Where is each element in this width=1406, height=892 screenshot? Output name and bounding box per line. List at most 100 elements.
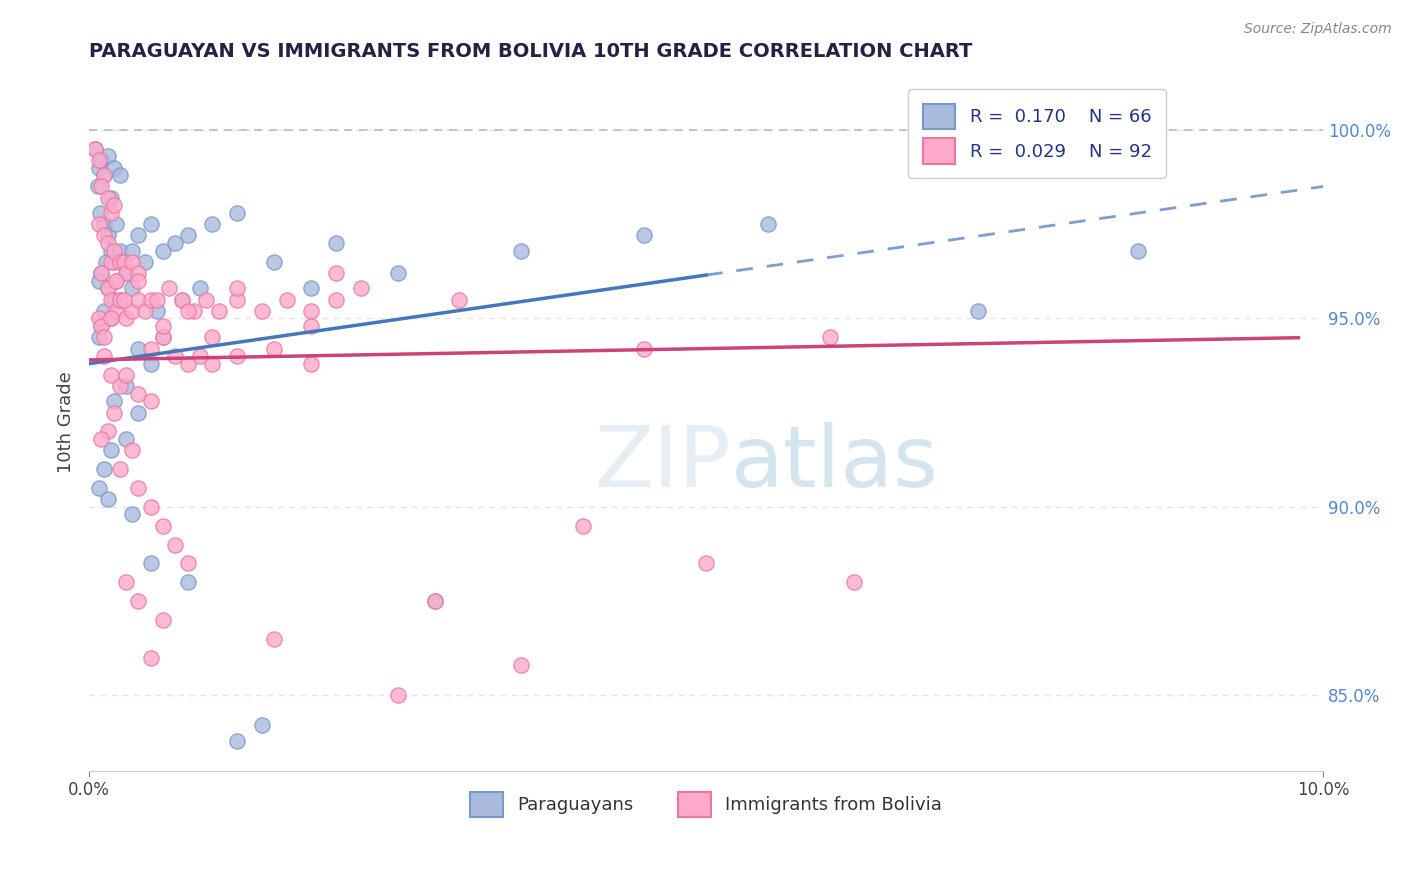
Point (127, 228, 149, 243)
Point (423, 594, 446, 608)
Point (97, 228, 120, 243)
Point (299, 357, 322, 371)
Point (966, 304, 988, 318)
Point (195, 293, 218, 307)
Point (127, 266, 149, 280)
Point (177, 575, 200, 590)
Point (226, 349, 249, 363)
Text: ZIP: ZIP (595, 423, 731, 506)
Point (325, 293, 347, 307)
Point (127, 481, 149, 495)
Point (103, 244, 125, 258)
Point (226, 293, 249, 307)
Point (100, 191, 122, 205)
Point (510, 244, 533, 258)
Point (100, 293, 122, 307)
Point (263, 632, 285, 646)
Point (139, 557, 162, 571)
Point (127, 342, 149, 356)
Point (84, 142, 107, 156)
Point (134, 304, 156, 318)
Point (387, 266, 409, 280)
Point (105, 304, 128, 318)
Point (152, 318, 174, 333)
Point (177, 357, 200, 371)
Point (423, 594, 446, 608)
Point (103, 293, 125, 307)
Point (93, 168, 115, 182)
Point (103, 394, 125, 409)
Point (146, 293, 169, 307)
Point (108, 379, 131, 393)
Point (170, 293, 193, 307)
Point (139, 293, 162, 307)
Point (146, 304, 169, 318)
Point (139, 217, 162, 231)
Point (115, 379, 138, 393)
Point (165, 537, 187, 551)
Point (134, 255, 156, 269)
Point (121, 304, 143, 318)
Point (157, 281, 180, 295)
Point (97, 191, 120, 205)
Point (127, 274, 149, 288)
Point (112, 293, 135, 307)
Point (183, 304, 205, 318)
Point (201, 330, 224, 344)
Point (325, 235, 347, 250)
Point (84, 142, 107, 156)
Point (108, 168, 131, 182)
Point (100, 206, 122, 220)
Point (152, 518, 174, 533)
Point (87, 311, 110, 326)
Point (93, 168, 115, 182)
Point (263, 342, 285, 356)
Point (86, 179, 108, 194)
Point (226, 733, 249, 747)
Point (127, 594, 149, 608)
Point (139, 342, 162, 356)
Point (97, 492, 120, 507)
Point (87, 330, 110, 344)
Point (188, 349, 211, 363)
Point (818, 330, 841, 344)
Point (1126, 244, 1149, 258)
Point (152, 613, 174, 627)
Point (165, 235, 187, 250)
Text: PARAGUAYAN VS IMMIGRANTS FROM BOLIVIA 10TH GRADE CORRELATION CHART: PARAGUAYAN VS IMMIGRANTS FROM BOLIVIA 10… (89, 42, 973, 61)
Point (115, 575, 138, 590)
Point (299, 281, 322, 295)
Legend: Paraguayans, Immigrants from Bolivia: Paraguayans, Immigrants from Bolivia (463, 784, 949, 824)
Point (226, 206, 249, 220)
Point (100, 443, 122, 458)
Point (449, 293, 471, 307)
Point (121, 244, 143, 258)
Point (90, 318, 112, 333)
Point (93, 330, 115, 344)
Point (103, 161, 125, 175)
Point (90, 432, 112, 446)
Point (208, 304, 231, 318)
Point (103, 406, 125, 420)
Point (756, 217, 779, 231)
Point (115, 432, 138, 446)
Point (93, 349, 115, 363)
Point (349, 281, 371, 295)
Point (571, 518, 593, 533)
Point (100, 311, 122, 326)
Point (90, 318, 112, 333)
Point (97, 149, 120, 163)
Point (188, 281, 211, 295)
Point (105, 274, 128, 288)
Point (127, 406, 149, 420)
Point (100, 311, 122, 326)
Point (250, 718, 273, 732)
Point (108, 462, 131, 476)
Point (115, 311, 138, 326)
Point (177, 228, 200, 243)
Point (121, 281, 143, 295)
Point (105, 274, 128, 288)
Point (87, 161, 110, 175)
Point (250, 304, 273, 318)
Point (201, 217, 224, 231)
